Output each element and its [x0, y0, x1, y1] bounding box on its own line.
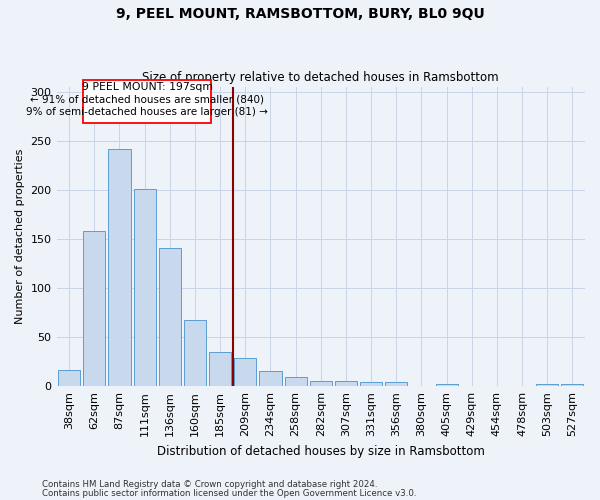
Text: 9, PEEL MOUNT, RAMSBOTTOM, BURY, BL0 9QU: 9, PEEL MOUNT, RAMSBOTTOM, BURY, BL0 9QU	[116, 8, 484, 22]
Bar	[209, 352, 231, 386]
Bar	[159, 248, 181, 386]
Bar	[536, 384, 559, 386]
Text: 9 PEEL MOUNT: 197sqm: 9 PEEL MOUNT: 197sqm	[82, 82, 212, 92]
Bar	[134, 189, 155, 386]
X-axis label: Distribution of detached houses by size in Ramsbottom: Distribution of detached houses by size …	[157, 444, 485, 458]
Text: 9% of semi-detached houses are larger (81) →: 9% of semi-detached houses are larger (8…	[26, 108, 268, 118]
Bar	[360, 382, 382, 386]
Text: Contains public sector information licensed under the Open Government Licence v3: Contains public sector information licen…	[42, 490, 416, 498]
Bar	[284, 378, 307, 386]
Bar	[184, 320, 206, 386]
Title: Size of property relative to detached houses in Ramsbottom: Size of property relative to detached ho…	[142, 72, 499, 85]
Y-axis label: Number of detached properties: Number of detached properties	[15, 149, 25, 324]
Text: Contains HM Land Registry data © Crown copyright and database right 2024.: Contains HM Land Registry data © Crown c…	[42, 480, 377, 489]
Bar	[83, 80, 211, 124]
Bar	[259, 372, 281, 386]
Bar	[385, 382, 407, 386]
Bar	[335, 382, 357, 386]
Bar	[109, 149, 131, 386]
Bar	[58, 370, 80, 386]
Bar	[83, 231, 106, 386]
Bar	[234, 358, 256, 386]
Bar	[310, 382, 332, 386]
Bar	[562, 384, 583, 386]
Text: ← 91% of detached houses are smaller (840): ← 91% of detached houses are smaller (84…	[30, 94, 264, 104]
Bar	[436, 384, 458, 386]
